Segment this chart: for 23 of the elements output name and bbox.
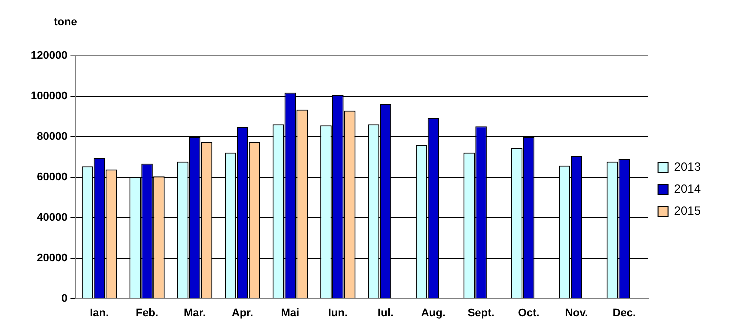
x-tick-label: Mar.: [184, 307, 206, 320]
x-tick-label: Iul.: [378, 307, 394, 320]
y-tick-label: 40000: [37, 212, 68, 224]
y-tick-label: 0: [62, 292, 68, 305]
x-tick-label: Mai: [281, 307, 300, 320]
x-tick-label: Ian.: [90, 307, 110, 320]
x-tick-label: Nov.: [565, 307, 588, 320]
x-tick-label: Feb.: [136, 307, 159, 320]
y-axis-title: tone: [54, 16, 78, 29]
y-tick-label: 100000: [30, 90, 68, 102]
x-tick-label: Aug.: [421, 307, 446, 320]
x-tick-label: Iun.: [328, 307, 348, 320]
x-tick-label: Sept.: [468, 307, 495, 320]
legend-label: 2014: [674, 182, 702, 196]
y-tick-label: 80000: [37, 130, 68, 143]
legend-label: 2015: [674, 204, 702, 218]
legend-label: 2013: [674, 160, 702, 174]
y-tick-label: 120000: [30, 50, 68, 62]
x-tick-label: Dec.: [612, 307, 636, 320]
x-tick-label: Apr.: [232, 307, 254, 320]
y-tick-label: 60000: [37, 171, 68, 184]
y-tick-label: 20000: [37, 252, 68, 264]
x-tick-label: Oct.: [518, 307, 540, 320]
